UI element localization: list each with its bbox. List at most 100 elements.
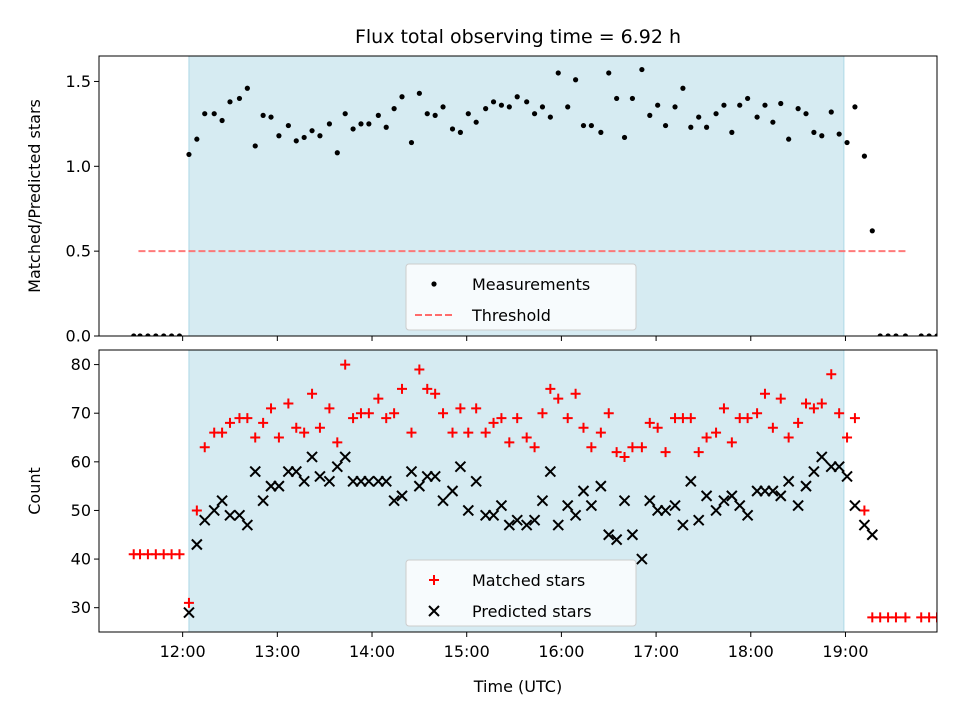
predicted-star-marker: [669, 499, 681, 512]
measurement-point: [399, 94, 405, 100]
measurement-point: [869, 228, 875, 234]
predicted-star-marker: [388, 495, 400, 507]
top-panel: 0.0 0.5 1.0 1.5 Flux total observing time = …: [25, 26, 938, 346]
matched-star-marker: [834, 408, 845, 419]
matched-star-marker: [348, 413, 359, 424]
bottom-panel: 30 40 50 60 70 80 12:00 13:00 14:00 15:00 16:00 17:…: [25, 349, 938, 696]
matched-star-marker: [826, 369, 837, 380]
measurement-point: [926, 333, 932, 336]
matched-star-marker: [767, 422, 778, 433]
matched-star-marker: [183, 597, 194, 608]
predicted-star-marker: [380, 475, 392, 487]
predicted-star-marker: [569, 509, 582, 522]
predicted-star-marker: [429, 470, 441, 483]
measurement-point: [440, 104, 446, 110]
measurement-point: [580, 122, 587, 129]
predicted-star-marker: [273, 480, 285, 492]
measurement-point: [236, 95, 243, 102]
matched-star-marker: [644, 417, 655, 428]
measurement-point: [696, 114, 702, 120]
measurement-point: [539, 104, 546, 110]
legend-box: [405, 559, 637, 627]
matched-star-marker: [438, 408, 449, 419]
predicted-star-marker: [858, 519, 871, 531]
measurement-point: [498, 102, 505, 108]
legend-label: Measurements: [472, 275, 590, 294]
measurement-point: [457, 129, 463, 135]
x-tick-label: 15:00: [444, 642, 490, 661]
matched-star-marker: [340, 359, 351, 370]
matched-star-marker: [250, 432, 261, 443]
matched-star-marker: [711, 427, 722, 438]
predicted-star-marker: [306, 451, 318, 463]
matched-star-marker: [455, 403, 466, 414]
measurement-point: [449, 126, 456, 132]
matched-star-marker: [570, 388, 581, 399]
x-tick-label: 13:00: [254, 642, 300, 661]
matched-star-marker: [742, 413, 753, 424]
predicted-star-marker: [363, 475, 375, 487]
matched-star-marker: [859, 505, 870, 516]
predicted-star-marker: [677, 519, 689, 531]
predicted-star-marker: [866, 529, 879, 541]
matched-star-marker: [430, 388, 441, 399]
measurement-point: [918, 333, 924, 336]
predicted-star-marker: [782, 475, 795, 487]
predicted-star-marker: [495, 499, 508, 512]
measurement-point: [934, 333, 937, 336]
measurement-point: [861, 153, 868, 159]
y-axis-label: Count: [25, 467, 44, 515]
matched-star-marker: [463, 427, 474, 438]
matched-star-marker: [381, 413, 392, 424]
predicted-star-marker: [741, 509, 754, 522]
matched-star-marker: [562, 413, 573, 424]
predicted-star-marker: [816, 451, 828, 463]
predicted-star-marker: [331, 460, 344, 473]
measurement-point: [137, 333, 143, 336]
measurement-point: [547, 114, 553, 120]
measurement-point: [424, 111, 430, 117]
measurement-point: [432, 112, 438, 118]
measurement-point: [176, 333, 183, 336]
matched-star-marker: [291, 422, 302, 433]
matched-star-marker: [900, 612, 911, 623]
x-tick-label: 17:00: [633, 642, 679, 661]
measurement-point: [877, 333, 883, 336]
predicted-star-marker: [503, 519, 516, 531]
matched-star-marker: [849, 413, 860, 424]
predicted-star-marker: [520, 519, 533, 531]
y-tick-label: 50: [71, 501, 91, 520]
measurement-point: [819, 133, 825, 139]
predicted-star-marker: [800, 480, 812, 492]
measurement-point: [531, 111, 538, 117]
predicted-star-marker: [552, 519, 564, 531]
predicted-star-marker: [636, 553, 648, 565]
measurement-point: [465, 111, 471, 117]
y-tick-label: 30: [71, 598, 91, 617]
matched-star-marker: [578, 422, 589, 433]
measurement-point: [762, 102, 768, 108]
measurement-point: [598, 129, 604, 135]
measurement-point: [161, 333, 167, 336]
predicted-star-marker: [626, 529, 639, 541]
matched-star-marker: [447, 427, 458, 438]
matched-star-marker: [793, 417, 804, 428]
predicted-star-marker: [314, 470, 326, 483]
measurement-point: [211, 111, 217, 117]
matched-star-marker: [619, 451, 630, 462]
x-tick-label: 19:00: [822, 642, 868, 661]
matched-star-marker: [752, 408, 763, 419]
matched-star-marker: [529, 442, 540, 453]
matched-star-marker: [224, 417, 235, 428]
measurement-point: [358, 121, 364, 127]
predicted-star-marker: [659, 504, 672, 517]
measurement-point: [326, 121, 333, 127]
measurement-point: [629, 95, 636, 102]
measurement-point: [285, 122, 291, 129]
measurement-point: [770, 119, 776, 125]
measurement-point: [555, 70, 561, 76]
y-tick-label: 1.5: [66, 72, 91, 91]
y-tick-label: 0.5: [66, 242, 91, 261]
predicted-star-marker: [446, 485, 459, 497]
measurement-point: [227, 99, 233, 105]
